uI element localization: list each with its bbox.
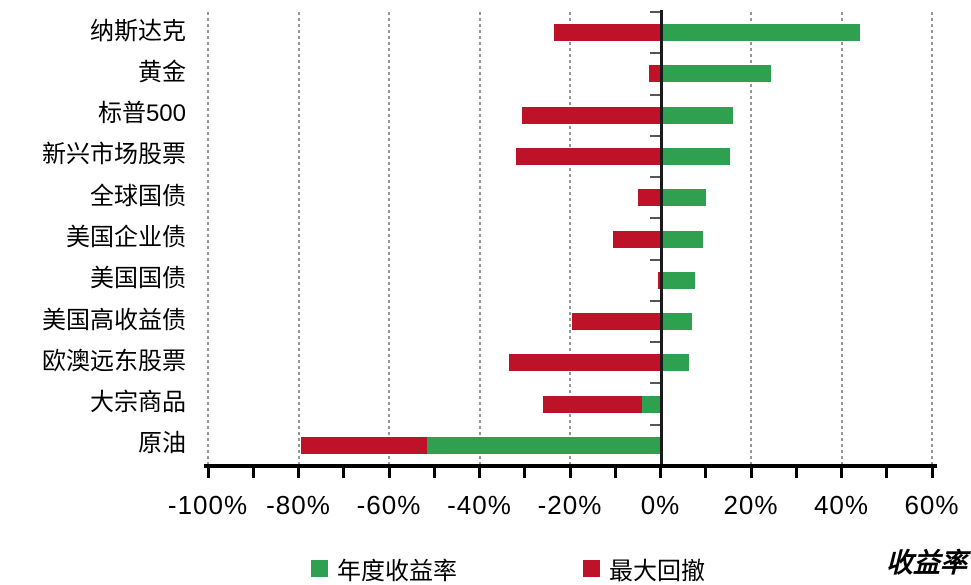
bar-max-drawdown-10: [300, 436, 428, 454]
category-label-8: 欧澳远东股票: [42, 347, 186, 375]
x-tick--90pct: [251, 468, 255, 478]
bar-max-drawdown-7: [571, 313, 661, 331]
bar-max-drawdown-0: [554, 24, 661, 42]
category-label-6: 美国国债: [90, 265, 186, 293]
category-tick-10: [649, 423, 660, 426]
legend-item-max-drawdown: 最大回撤: [583, 551, 705, 585]
category-label-9: 大宗商品: [90, 389, 186, 417]
x-tick--80pct: [297, 468, 300, 478]
x-tick-label--20pct: -20%: [537, 490, 603, 520]
x-tick-label-60pct: 60%: [904, 490, 960, 520]
legend-swatch-max-drawdown: [583, 560, 600, 577]
bar-annual-return-6: [660, 271, 696, 289]
category-label-0: 纳斯达克: [90, 17, 186, 45]
zero-axis-line: [659, 10, 663, 466]
gridline--40pct: [478, 12, 481, 466]
x-tick--30pct: [523, 468, 527, 478]
bar-max-drawdown-9: [542, 395, 643, 413]
category-tick-7: [649, 299, 660, 302]
bar-max-drawdown-5: [612, 230, 661, 248]
x-tick--100pct: [206, 468, 210, 478]
category-tick-1: [649, 52, 660, 55]
gridline-20pct: [750, 12, 752, 466]
category-tick-5: [649, 217, 660, 220]
bar-annual-return-3: [660, 147, 730, 165]
bar-annual-return-5: [660, 230, 704, 248]
bar-annual-return-8: [660, 354, 689, 372]
bar-max-drawdown-8: [508, 354, 661, 372]
category-tick-2: [649, 93, 660, 96]
x-tick--40pct: [478, 468, 481, 478]
x-tick-label-40pct: 40%: [813, 490, 870, 520]
category-label-2: 标普500: [97, 100, 186, 128]
category-label-4: 全球国债: [90, 182, 186, 210]
category-label-1: 黄金: [138, 58, 186, 86]
category-tick-6: [649, 258, 660, 261]
x-tick-10pct: [704, 468, 708, 478]
x-tick--20pct: [568, 468, 572, 478]
category-tick-3: [649, 134, 660, 137]
x-tick-30pct: [794, 468, 798, 478]
x-tick-50pct: [885, 468, 889, 478]
x-tick-label--40pct: -40%: [447, 490, 512, 520]
gridline--100pct: [207, 12, 209, 466]
gridline-40pct: [840, 12, 843, 466]
x-tick-label--100pct: -100%: [167, 490, 249, 520]
bar-annual-return-7: [660, 313, 693, 331]
x-tick-20pct: [749, 468, 753, 478]
x-tick--50pct: [432, 468, 436, 478]
bar-max-drawdown-3: [515, 147, 661, 165]
bar-annual-return-0: [660, 24, 860, 42]
x-tick-0pct: [659, 468, 662, 478]
category-label-7: 美国高收益债: [42, 306, 186, 334]
bar-annual-return-4: [660, 189, 706, 207]
legend-swatch-annual-return: [311, 560, 328, 577]
x-tick--10pct: [613, 468, 617, 478]
gridline--60pct: [388, 12, 390, 466]
legend-label-annual-return: 年度收益率: [337, 558, 457, 585]
x-axis-title: 收益率: [886, 548, 967, 578]
x-tick--60pct: [387, 468, 391, 478]
category-label-10: 原油: [138, 430, 186, 458]
bar-max-drawdown-4: [637, 189, 661, 207]
x-tick-label--60pct: -60%: [356, 490, 422, 520]
x-tick-label-20pct: 20%: [723, 490, 779, 520]
gridline-60pct: [931, 12, 933, 466]
bar-max-drawdown-1: [648, 65, 661, 83]
category-label-5: 美国企业债: [66, 224, 186, 251]
category-tick-8: [649, 341, 660, 344]
legend-label-max-drawdown: 最大回撤: [609, 558, 705, 585]
bar-annual-return-2: [660, 106, 733, 124]
category-label-3: 新兴市场股票: [42, 141, 186, 169]
gridline--20pct: [569, 12, 571, 466]
x-tick--70pct: [342, 468, 346, 478]
bar-annual-return-1: [660, 65, 772, 83]
category-tick-9: [649, 382, 660, 385]
x-tick-60pct: [930, 468, 934, 478]
bar-annual-return-10: [427, 436, 661, 454]
bar-max-drawdown-2: [522, 106, 661, 124]
category-tick-4: [649, 176, 660, 179]
x-tick-label--80pct: -80%: [266, 490, 331, 520]
gridline--80pct: [297, 12, 300, 466]
legend-item-annual-return: 年度收益率: [311, 551, 457, 585]
x-axis-line: [204, 464, 937, 468]
category-tick-0: [649, 11, 660, 13]
bar-max-drawdown-6: [658, 271, 661, 289]
x-tick-label-0pct: 0%: [640, 490, 681, 520]
bar-annual-return-9: [642, 395, 661, 413]
x-tick-40pct: [840, 468, 843, 478]
